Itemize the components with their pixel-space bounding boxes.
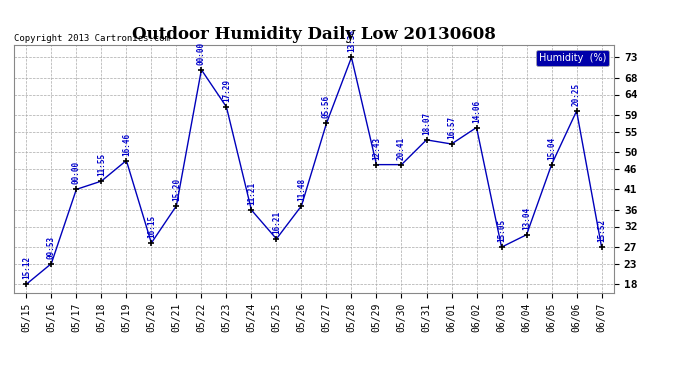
Text: 16:57: 16:57 (447, 116, 456, 139)
Text: 12:43: 12:43 (372, 136, 381, 160)
Text: 16:21: 16:21 (272, 211, 281, 234)
Text: 13:38: 13:38 (347, 29, 356, 52)
Text: 00:00: 00:00 (197, 42, 206, 65)
Title: Outdoor Humidity Daily Low 20130608: Outdoor Humidity Daily Low 20130608 (132, 27, 496, 44)
Text: 15:05: 15:05 (497, 219, 506, 242)
Text: 11:55: 11:55 (97, 153, 106, 176)
Text: 16:15: 16:15 (147, 215, 156, 238)
Text: Copyright 2013 Cartronics.com: Copyright 2013 Cartronics.com (14, 33, 170, 42)
Text: 09:53: 09:53 (47, 236, 56, 259)
Text: 20:25: 20:25 (572, 83, 581, 106)
Text: 13:04: 13:04 (522, 207, 531, 230)
Text: 15:52: 15:52 (597, 219, 606, 242)
Text: 00:00: 00:00 (72, 161, 81, 184)
Text: 15:12: 15:12 (22, 256, 31, 279)
Text: 15:04: 15:04 (547, 136, 556, 160)
Text: 16:46: 16:46 (122, 132, 131, 156)
Text: 17:29: 17:29 (222, 79, 231, 102)
Legend: Humidity  (%): Humidity (%) (536, 50, 609, 66)
Text: 18:07: 18:07 (422, 112, 431, 135)
Text: 11:21: 11:21 (247, 182, 256, 205)
Text: 15:20: 15:20 (172, 178, 181, 201)
Text: 14:06: 14:06 (472, 99, 481, 123)
Text: 11:48: 11:48 (297, 178, 306, 201)
Text: 05:56: 05:56 (322, 95, 331, 118)
Text: 20:41: 20:41 (397, 136, 406, 160)
